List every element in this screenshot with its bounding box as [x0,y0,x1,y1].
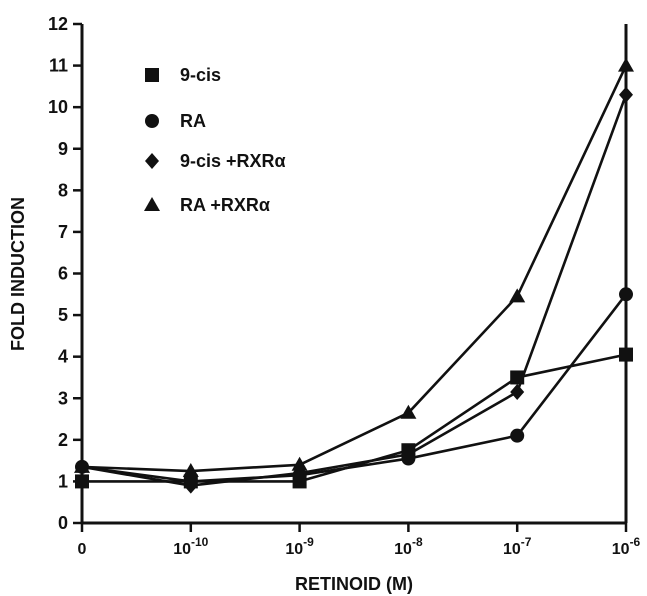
data-point-square [75,474,89,489]
x-tick-label: 10-8 [394,535,423,558]
data-point-triangle [400,404,417,419]
y-tick-label: 7 [58,222,68,242]
y-tick-label: 10 [48,97,68,117]
y-tick-label: 5 [58,305,68,325]
y-tick-label: 4 [58,347,68,367]
data-point-circle [510,428,525,443]
data-point-triangle [291,456,308,471]
series-line [81,293,628,483]
data-point-diamond [619,86,633,103]
y-tick-label: 8 [58,180,68,200]
series-ra [75,287,633,489]
data-point-square [619,347,633,362]
plot-frame [80,24,628,525]
y-axis-title: FOLD INDUCTION [8,197,28,351]
x-tick-label: 10-10 [173,535,208,558]
data-point-triangle [618,57,634,72]
series-9-cis-rxr [75,86,633,494]
x-axis-title: RETINOID (M) [295,574,413,594]
x-tick-label: 10-9 [285,535,314,558]
y-tick-label: 9 [58,139,68,159]
data-point-triangle [509,288,526,303]
legend-item: 9-cis +RXRα [145,151,286,171]
y-tick-label: 2 [58,430,68,450]
data-point-triangle [182,463,199,478]
series-line [81,65,628,473]
series-ra-rxr [74,57,634,478]
legend-item: 9-cis [145,65,221,85]
legend-label: 9-cis +RXRα [180,151,286,171]
y-tick-label: 11 [49,56,68,76]
x-tick-label: 10-6 [612,535,641,558]
legend-marker-circle [145,114,159,128]
legend-label: RA [180,111,206,131]
y-tick-label: 12 [48,14,68,34]
series-layer [74,57,634,494]
legend-label: RA +RXRα [180,195,270,215]
legend-marker-triangle [144,197,160,211]
legend-marker-diamond [145,153,159,169]
y-tick-label: 6 [58,264,68,284]
data-point-diamond [183,477,198,494]
y-tick-label: 0 [58,513,68,533]
y-tick-label: 1 [58,471,68,491]
data-point-triangle [74,458,90,473]
series-line [81,94,628,487]
series-line [82,353,627,483]
legend-item: RA +RXRα [144,195,270,215]
legend-label: 9-cis [180,65,221,85]
data-point-diamond [510,384,525,401]
legend-marker-square [145,68,159,82]
y-tick-label: 3 [58,388,68,408]
data-point-circle [619,287,633,302]
x-tick-label: 10-7 [503,535,532,558]
legend-item: RA [145,111,206,131]
legend: 9-cis RA 9-cis +RXRα RA +RXRα [144,65,286,215]
data-point-diamond [401,446,416,463]
x-tick-label: 0 [78,541,87,558]
